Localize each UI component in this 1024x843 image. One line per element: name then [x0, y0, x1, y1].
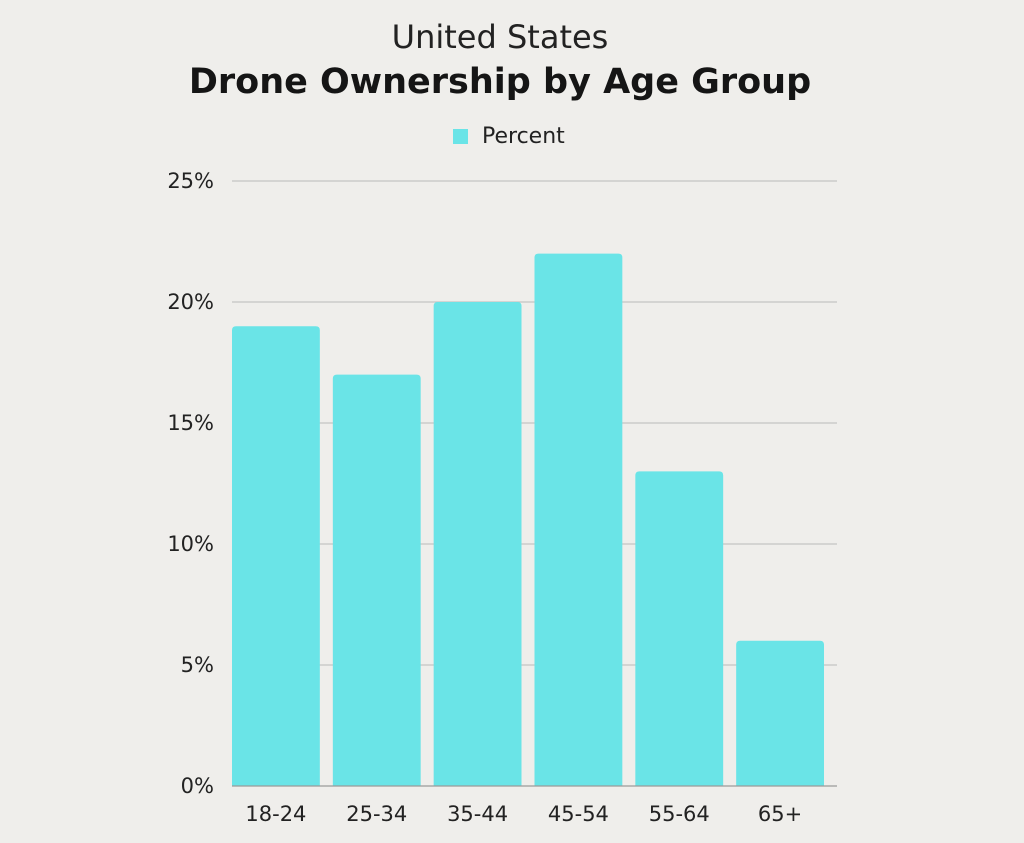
bar-45-54 [534, 253, 623, 787]
chart-title: Drone Ownership by Age Group [188, 62, 812, 102]
bar-35-44 [433, 302, 522, 786]
y-tick-label: 10% [167, 532, 214, 556]
y-tick-label: 25% [167, 169, 214, 193]
x-tick-label: 25-34 [346, 802, 407, 826]
x-tick-label: 18-24 [245, 802, 306, 826]
y-tick-label: 0% [181, 774, 214, 798]
legend-label-percent: Percent [482, 124, 565, 149]
bars [232, 253, 824, 787]
axes: 0% 5% 10% 15% 20% 25% 18-24 25-34 35-44 45-54 55-6… [167, 169, 837, 826]
chart-legend: Percent [453, 124, 565, 149]
y-tick-label: 5% [181, 653, 214, 677]
x-tick-label: 55-64 [649, 802, 710, 826]
x-tick-label: 45-54 [548, 802, 609, 826]
x-tick-label: 35-44 [447, 802, 508, 826]
y-tick-label: 20% [167, 290, 214, 314]
legend-swatch-percent [453, 129, 468, 144]
bar-65+ [736, 640, 824, 786]
chart-subtitle: United States [391, 18, 609, 56]
x-tick-label: 65+ [758, 802, 802, 826]
bar-55-64 [635, 471, 724, 786]
y-tick-label: 15% [167, 411, 214, 435]
bar-18-24 [232, 326, 320, 786]
bar-25-34 [332, 374, 421, 786]
